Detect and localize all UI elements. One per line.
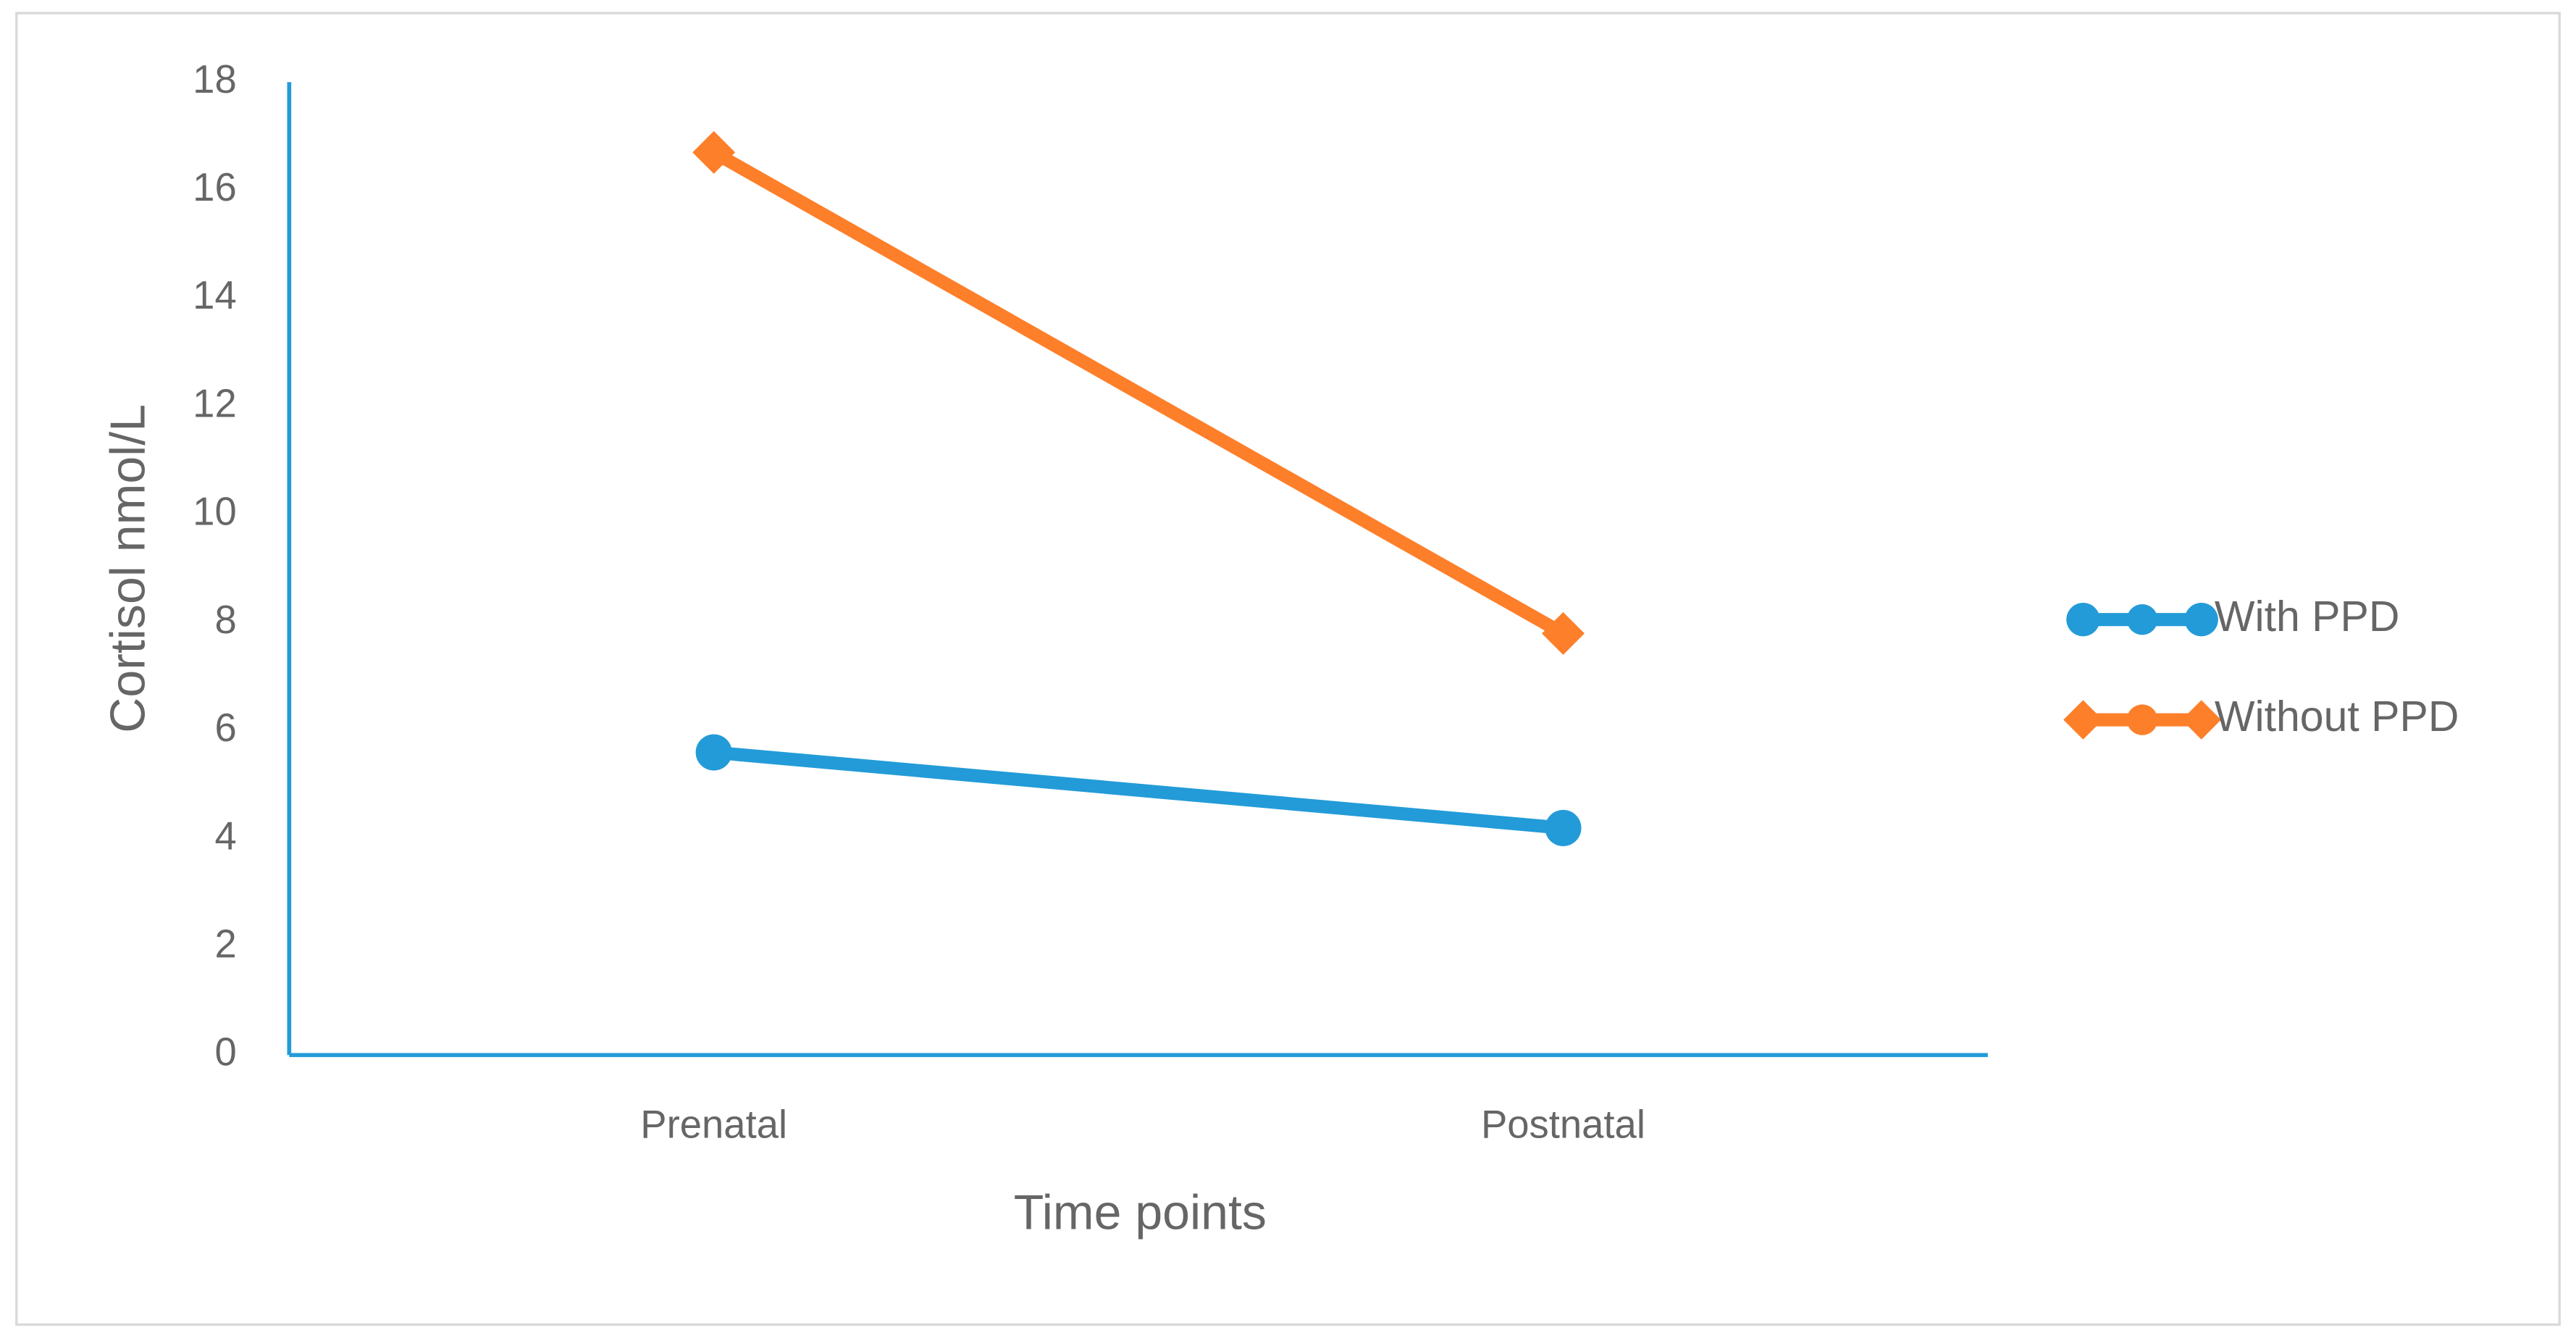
marker xyxy=(2181,700,2221,740)
y-tick-label: 4 xyxy=(214,814,236,858)
legend-label: With PPD xyxy=(2215,593,2400,640)
y-tick-label: 10 xyxy=(193,490,237,534)
marker xyxy=(2126,603,2158,635)
legend-label: Without PPD xyxy=(2215,693,2459,740)
y-tick-label: 14 xyxy=(193,273,237,317)
y-tick-label: 6 xyxy=(214,706,236,750)
marker xyxy=(1545,809,1582,847)
marker xyxy=(2184,603,2218,637)
marker xyxy=(695,734,732,771)
series-line xyxy=(713,745,1564,835)
x-tick-label: Postnatal xyxy=(1481,1102,1645,1146)
y-tick-label: 8 xyxy=(214,598,236,642)
y-tick-label: 16 xyxy=(193,165,237,209)
marker xyxy=(2063,700,2103,740)
y-axis-title: Cortisol nmol/L xyxy=(101,404,156,733)
y-tick-label: 0 xyxy=(214,1030,236,1074)
y-tick-label: 18 xyxy=(193,57,237,101)
marker xyxy=(2126,704,2158,735)
x-axis-title: Time points xyxy=(1014,1185,1267,1240)
x-tick-label: Prenatal xyxy=(640,1102,787,1146)
chart-frame xyxy=(15,12,2561,1327)
marker xyxy=(2066,603,2100,637)
marker xyxy=(692,130,736,174)
y-tick-label: 2 xyxy=(214,922,236,966)
y-tick-label: 12 xyxy=(193,381,237,425)
series-line xyxy=(710,146,1566,640)
